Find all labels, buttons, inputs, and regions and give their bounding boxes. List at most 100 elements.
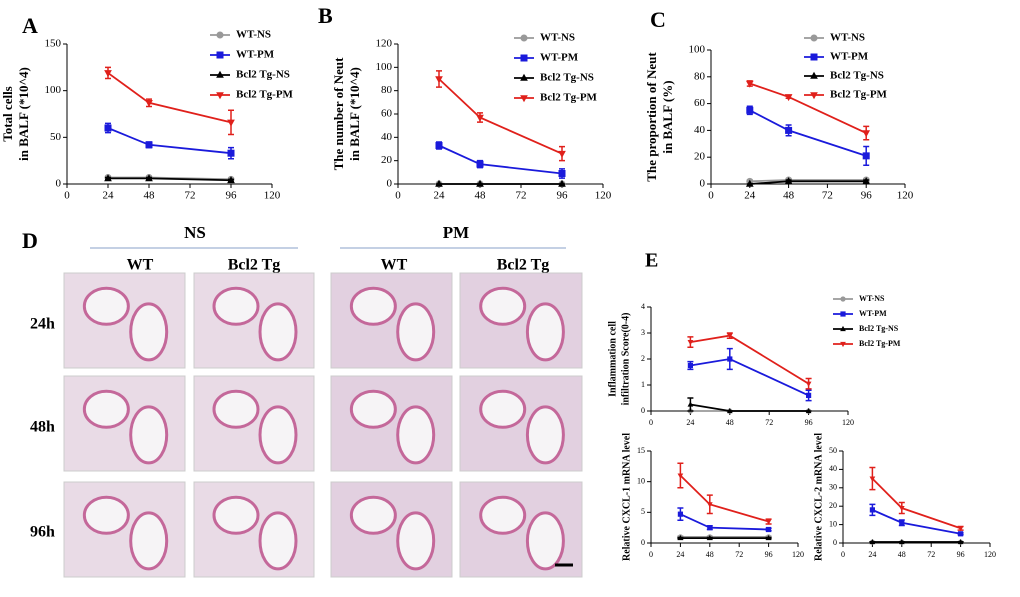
data-point [958, 531, 964, 537]
legend-label: Bcl2 Tg-PM [859, 339, 901, 348]
data-point [840, 311, 846, 317]
y-axis-label: in BALF (*10^4) [347, 67, 362, 161]
y-tick-label: 1 [641, 380, 645, 389]
airway [258, 405, 298, 465]
legend-label: Bcl2 Tg-NS [859, 324, 899, 333]
data-point [216, 31, 224, 39]
airway [258, 511, 298, 571]
histology-image [63, 375, 186, 472]
airway [129, 405, 169, 465]
data-line [680, 513, 769, 531]
data-line [438, 78, 563, 155]
data-point [706, 502, 713, 508]
y-axis-label: The proportion of Neut [644, 52, 659, 182]
y-tick-label: 0 [56, 178, 62, 190]
data-point [520, 54, 528, 62]
legend-label: WT-PM [830, 51, 869, 63]
data-point [476, 160, 484, 168]
x-tick-label: 48 [706, 550, 714, 559]
data-point [677, 473, 684, 479]
data-point [805, 407, 812, 414]
y-tick-label: 0 [641, 538, 645, 547]
y-axis-label: in BALF (%) [660, 80, 675, 153]
data-point [784, 94, 793, 102]
y-tick-label: 2 [641, 354, 645, 363]
data-point [766, 526, 772, 533]
x-tick-label: 24 [103, 190, 115, 202]
airway [349, 389, 397, 429]
y-tick-label: 10 [829, 519, 837, 528]
data-point [727, 356, 733, 362]
x-tick-label: 120 [792, 550, 804, 559]
data-point [957, 526, 964, 532]
data-point [687, 401, 694, 407]
y-tick-label: 0 [833, 538, 837, 547]
airway [396, 302, 436, 362]
data-point [840, 341, 846, 348]
airway [129, 511, 169, 571]
x-tick-label: 0 [649, 418, 653, 427]
y-tick-label: 0 [387, 178, 393, 190]
data-point [869, 476, 876, 482]
x-tick-label: 24 [686, 418, 694, 427]
y-tick-label: 40 [381, 131, 393, 143]
legend-label: Bcl2 Tg-PM [830, 89, 888, 101]
legend-label: Bcl2 Tg-NS [540, 72, 594, 84]
airway [82, 495, 130, 535]
data-point [145, 141, 153, 149]
y-tick-label: 80 [694, 70, 706, 82]
row-label: 24h [30, 316, 55, 333]
panel-label: E [645, 250, 658, 272]
legend-label: WT-NS [859, 294, 885, 303]
data-line [749, 109, 867, 157]
y-tick-label: 60 [694, 97, 706, 109]
data-point [765, 519, 772, 525]
x-tick-label: 72 [516, 190, 527, 202]
y-tick-label: 3 [641, 328, 645, 337]
data-point [145, 100, 153, 107]
x-tick-label: 120 [842, 418, 854, 427]
panel-label: B [318, 3, 333, 28]
data-point [810, 92, 818, 100]
histology-grid [63, 272, 583, 578]
y-tick-label: 10 [637, 476, 645, 485]
histology-image [63, 272, 186, 369]
x-tick-label: 96 [861, 190, 873, 202]
data-point [862, 177, 871, 185]
row-label: 48h [30, 419, 55, 436]
y-tick-label: 100 [376, 61, 393, 73]
data-point [765, 534, 772, 541]
airway [349, 286, 397, 326]
histology-image [330, 272, 453, 369]
x-tick-label: 96 [557, 190, 569, 202]
legend-label: WT-NS [830, 32, 865, 44]
x-tick-label: 72 [822, 190, 833, 202]
data-point [869, 507, 875, 513]
y-axis-label: in BALF (*10^4) [16, 67, 31, 161]
airway [212, 495, 260, 535]
data-point [435, 142, 443, 149]
data-point [706, 534, 713, 541]
data-point [227, 149, 235, 157]
x-tick-label: 120 [264, 190, 281, 202]
data-line [438, 144, 563, 175]
data-point [840, 296, 846, 302]
y-tick-label: 150 [45, 38, 62, 50]
x-tick-label: 72 [735, 550, 743, 559]
y-axis-label: Relative CXCL-2 mRNA level [813, 433, 824, 561]
airway [82, 286, 130, 326]
data-point [435, 76, 443, 84]
histology-image [459, 375, 583, 472]
data-point [810, 34, 818, 42]
airway [525, 511, 565, 571]
histology-image [459, 272, 583, 369]
y-tick-label: 40 [694, 124, 706, 136]
airway [479, 286, 527, 326]
y-tick-label: 20 [381, 154, 393, 166]
y-tick-label: 80 [381, 84, 393, 96]
data-point [898, 538, 905, 545]
data-point [520, 73, 528, 81]
x-tick-label: 48 [726, 418, 734, 427]
data-point [840, 325, 846, 332]
